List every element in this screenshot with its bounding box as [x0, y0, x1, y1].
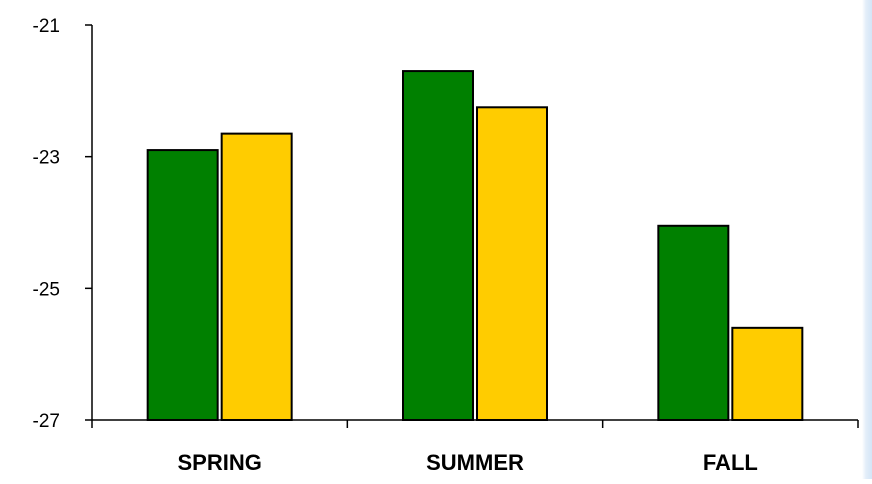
bar-fall-series-2	[731, 326, 804, 422]
x-category-label: FALL	[703, 450, 758, 475]
bars-layer	[146, 70, 804, 422]
bar-fall-series-1	[657, 224, 730, 421]
y-tick-label: -23	[33, 148, 60, 169]
bar-spring-series-2	[220, 132, 293, 421]
background-edge	[862, 0, 872, 479]
y-tick-label: -27	[33, 411, 60, 432]
x-category-label: SPRING	[177, 450, 261, 475]
y-tick-label: -25	[33, 279, 60, 300]
chart-area: -21 -23 -25 -27 SPRING SUMMER FALL	[33, 16, 859, 475]
x-category-label: SUMMER	[426, 450, 524, 475]
bar-spring-series-1	[146, 149, 219, 421]
bar-summer-series-2	[476, 106, 548, 422]
x-axis-ticks: SPRING SUMMER FALL	[91, 420, 859, 475]
bar-summer-series-1	[402, 70, 474, 421]
bar-chart: -21 -23 -25 -27 SPRING SUMMER FALL	[33, 16, 859, 475]
y-tick-label: -21	[33, 16, 60, 37]
y-axis-ticks: -21 -23 -25 -27	[33, 16, 92, 432]
